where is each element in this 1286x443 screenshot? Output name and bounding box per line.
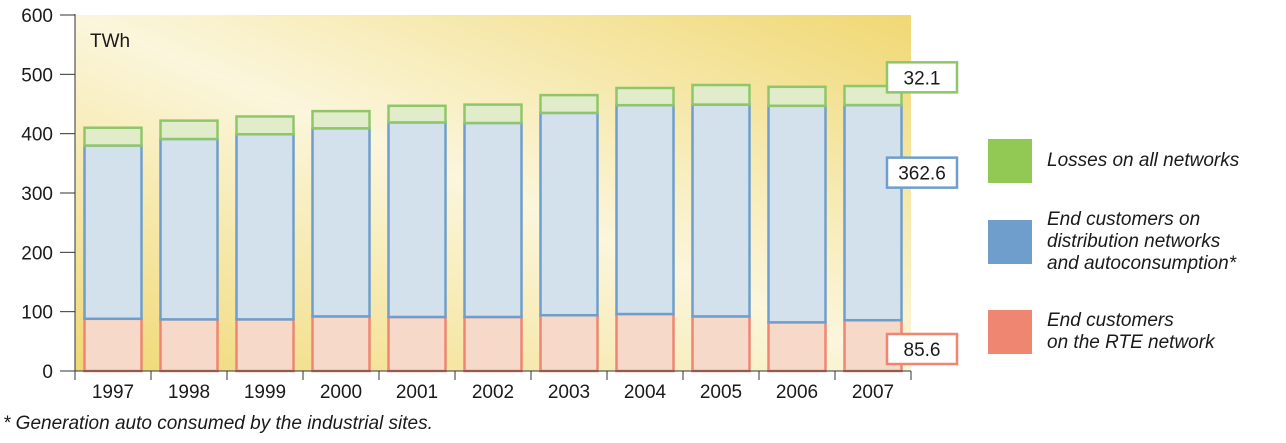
bar-segment-2003-series-1 xyxy=(539,111,599,317)
bar-segment-2004-series-0 xyxy=(615,312,675,373)
legend-label-1: End customers on distribution networks and… xyxy=(1047,209,1236,275)
bar-segment-2005-series-2 xyxy=(691,83,751,106)
bar-segment-1997-series-0 xyxy=(83,317,143,373)
chart: 0 100 200 300 400 500 600 1997 1998 1999 2000 2001 2… xyxy=(21,6,959,403)
legend-swatch-2 xyxy=(988,310,1032,354)
y-tick-label-200: 200 xyxy=(21,243,53,264)
x-tick-label-2003: 2003 xyxy=(548,382,590,403)
legend-label-line: End customers xyxy=(1047,310,1174,331)
data-label-series-0: 85.6 xyxy=(904,340,941,361)
legend-swatch-0 xyxy=(988,139,1032,183)
legend-label-2: End customers on the RTE network xyxy=(1047,310,1215,354)
x-tick-label-1997: 1997 xyxy=(92,382,134,403)
bar-segment-2001-series-0 xyxy=(387,315,447,373)
y-tick-label-300: 300 xyxy=(21,184,53,205)
data-label-series-2: 32.1 xyxy=(904,68,941,89)
callouts-group: 32.1 362.6 85.6 xyxy=(885,61,959,366)
legend-label-line: Losses on all networks xyxy=(1047,150,1240,171)
legend-label-0: Losses on all networks xyxy=(1047,150,1239,172)
bar-segment-2001-series-1 xyxy=(387,121,447,319)
data-label-box-series-2 xyxy=(885,61,959,94)
bar-segment-2000-series-1 xyxy=(311,127,371,318)
y-tick-label-600: 600 xyxy=(21,6,53,27)
data-label-box-series-0 xyxy=(885,332,959,366)
bar-segment-2006-series-2 xyxy=(767,85,827,108)
x-tick-label-2000: 2000 xyxy=(320,382,362,403)
bar-segment-2002-series-0 xyxy=(463,315,523,373)
bar-segment-2000-series-0 xyxy=(311,315,371,373)
bar-segment-2002-series-1 xyxy=(463,121,523,319)
y-tick-label-100: 100 xyxy=(21,303,53,324)
data-label-series-1: 362.6 xyxy=(898,164,946,185)
bar-segment-2001-series-2 xyxy=(387,104,447,124)
x-tick-label-2004: 2004 xyxy=(624,382,667,403)
legend-label-line: and autoconsumption* xyxy=(1047,253,1237,274)
bar-segment-1997-series-2 xyxy=(83,126,143,147)
legend-label-line: distribution networks xyxy=(1047,231,1221,252)
x-tick-label-1999: 1999 xyxy=(244,382,286,403)
footnote: * Generation auto consumed by the indust… xyxy=(3,413,433,434)
bar-segment-2005-series-1 xyxy=(691,103,751,318)
bar-segment-2005-series-0 xyxy=(691,315,751,373)
bar-segment-1999-series-0 xyxy=(235,318,295,373)
y-tick-label-500: 500 xyxy=(21,65,53,86)
legend-label-line: on the RTE network xyxy=(1047,332,1215,353)
bar-segment-2000-series-2 xyxy=(311,109,371,130)
legend-swatch-1 xyxy=(988,220,1032,264)
y-tick-label-0: 0 xyxy=(42,362,53,383)
bar-segment-1999-series-2 xyxy=(235,115,295,136)
bar-segment-2007-series-1 xyxy=(843,103,903,322)
x-tick-label-2001: 2001 xyxy=(396,382,438,403)
data-label-box-series-1 xyxy=(885,156,959,189)
bar-segment-1998-series-2 xyxy=(159,119,219,141)
bar-segment-1997-series-1 xyxy=(83,144,143,321)
axes-group: 0 100 200 300 400 500 600 1997 1998 1999 2000 2001 2… xyxy=(21,6,912,403)
bar-segment-1998-series-1 xyxy=(159,137,219,321)
y-tick-label-400: 400 xyxy=(21,125,53,146)
x-tick-label-1998: 1998 xyxy=(168,382,210,403)
x-tick-label-2006: 2006 xyxy=(776,382,818,403)
bar-segment-1999-series-1 xyxy=(235,133,295,321)
x-tick-label-2007: 2007 xyxy=(852,382,894,403)
legend-label-line: End customers on xyxy=(1047,209,1201,230)
x-tick-label-2005: 2005 xyxy=(700,382,742,403)
bar-segment-2003-series-0 xyxy=(539,313,599,373)
bar-segment-1998-series-0 xyxy=(159,318,219,373)
unit-label: TWh xyxy=(90,31,130,52)
bars-group xyxy=(83,83,903,373)
bar-segment-2004-series-2 xyxy=(615,86,675,107)
bar-segment-2006-series-1 xyxy=(767,104,827,324)
bar-segment-2004-series-1 xyxy=(615,103,675,316)
bar-segment-2006-series-0 xyxy=(767,321,827,373)
x-tick-label-2002: 2002 xyxy=(472,382,514,403)
bar-segment-2002-series-2 xyxy=(463,103,523,125)
bar-segment-2003-series-2 xyxy=(539,93,599,115)
